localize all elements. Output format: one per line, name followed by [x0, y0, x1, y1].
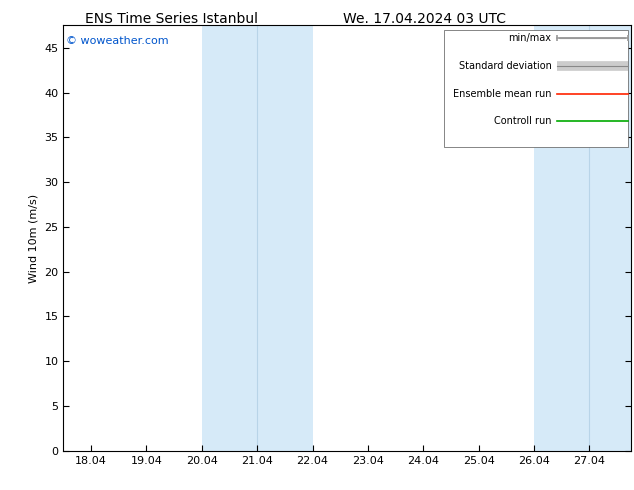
Text: We. 17.04.2024 03 UTC: We. 17.04.2024 03 UTC — [343, 12, 507, 26]
Text: Standard deviation: Standard deviation — [458, 61, 552, 71]
Y-axis label: Wind 10m (m/s): Wind 10m (m/s) — [29, 194, 39, 283]
Text: Controll run: Controll run — [494, 116, 552, 126]
Text: © woweather.com: © woweather.com — [66, 36, 169, 46]
Text: ENS Time Series Istanbul: ENS Time Series Istanbul — [85, 12, 257, 26]
Text: Ensemble mean run: Ensemble mean run — [453, 89, 552, 98]
Bar — [534, 25, 631, 451]
Bar — [202, 25, 313, 451]
FancyBboxPatch shape — [444, 30, 628, 147]
Text: min/max: min/max — [508, 33, 552, 43]
